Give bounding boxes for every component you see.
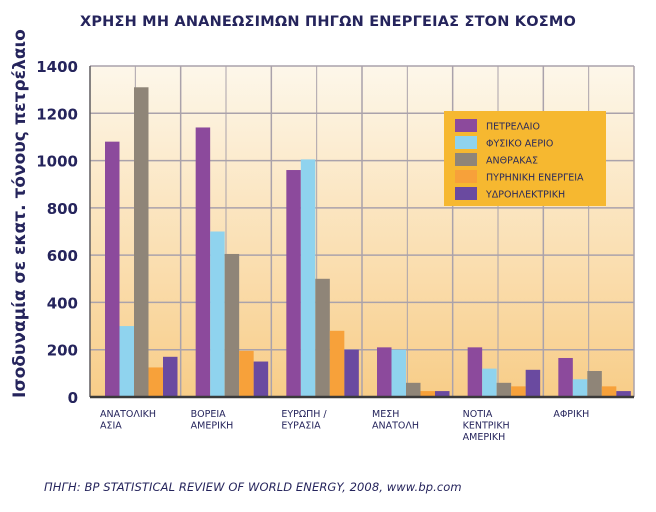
bar: [224, 253, 240, 397]
x-tick-label: ΑΜΕΡΙΚΗ: [463, 432, 506, 443]
x-tick-label: ΑΝΑΤΟΛΗ: [372, 421, 419, 432]
legend: ΠΕΤΡΕΛΑΙΟ ΦΥΣΙΚΟ ΑΕΡΙΟ ΑΝΘΡΑΚΑΣ ΠΥΡΗΝΙΚΗ ΕΝ…: [444, 111, 606, 206]
legend-label: ΦΥΣΙΚΟ ΑΕΡΙΟ: [486, 139, 553, 150]
y-tick-label: 400: [47, 294, 78, 312]
bar: [572, 379, 588, 397]
legend-label: ΥΔΡΟΗΛΕΚΤΡΙΚΗ: [485, 190, 565, 201]
bar: [148, 367, 163, 397]
x-tick-label: ΑΦΡΙΚΗ: [553, 409, 589, 420]
bar: [496, 382, 512, 397]
legend-swatch: [455, 119, 477, 132]
bar: [253, 361, 269, 397]
bar: [134, 87, 149, 398]
bar: [300, 159, 316, 397]
x-tick-label: ΚΕΝΤΡΙΚΗ: [463, 421, 510, 432]
legend-label: ΑΝΘΡΑΚΑΣ: [486, 156, 538, 167]
y-tick-labels: 0 200 400 600 800 1000 1200 1400: [36, 58, 78, 407]
y-tick-label: 1200: [36, 105, 78, 123]
y-tick-label: 200: [47, 342, 78, 360]
bar: [105, 141, 120, 397]
bar: [511, 386, 526, 397]
bar: [406, 382, 421, 397]
bar: [435, 391, 450, 397]
bar: [163, 356, 178, 397]
y-tick-label: 600: [47, 247, 78, 265]
x-tick-label: ΒΟΡΕΙΑ: [191, 409, 227, 420]
x-tick-label: ΜΕΣΗ: [372, 409, 399, 420]
bar: [210, 231, 225, 397]
y-tick-label: 0: [68, 389, 78, 407]
x-tick-label: ΝΟΤΙΑ: [463, 409, 493, 420]
legend-swatch: [455, 136, 477, 149]
x-tick-label: ΕΥΡΩΠΗ /: [281, 409, 327, 420]
bar: [587, 370, 602, 397]
bar: [195, 127, 211, 397]
bar: [286, 170, 301, 397]
legend-swatch: [455, 187, 477, 200]
source-note: ΠΗΓΗ: BP STATISTICAL REVIEW OF WORLD ENE…: [44, 480, 462, 494]
y-tick-label: 1400: [36, 58, 78, 76]
bar: [467, 347, 483, 397]
x-tick-label: ΑΣΙΑ: [100, 421, 122, 432]
bar: [239, 350, 254, 397]
bar: [601, 386, 617, 397]
bar: [482, 368, 497, 397]
bars: [105, 87, 631, 398]
y-tick-label: 1000: [36, 153, 78, 171]
bar: [344, 349, 359, 397]
legend-label: ΠΥΡΗΝΙΚΗ ΕΝΕΡΓΕΙΑ: [486, 173, 584, 184]
bar: [315, 278, 330, 397]
y-tick-label: 800: [47, 200, 78, 218]
legend-label: ΠΕΤΡΕΛΑΙΟ: [486, 122, 540, 133]
bar: [616, 391, 631, 397]
x-tick-label: ΕΥΡΑΣΙΑ: [281, 421, 321, 432]
chart-title: ΧΡΗΣΗ ΜΗ ΑΝΑΝΕΩΣΙΜΩΝ ΠΗΓΩΝ ΕΝΕΡΓΕΙΑΣ ΣΤΟ…: [79, 14, 577, 30]
legend-swatch: [455, 153, 477, 166]
bar: [391, 349, 406, 397]
x-tick-label: ΑΜΕΡΙΚΗ: [191, 421, 234, 432]
bar: [420, 391, 435, 397]
x-tick-label: ΑΝΑΤΟΛΙΚΗ: [100, 409, 156, 420]
bar: [525, 369, 541, 397]
bar: [119, 326, 134, 397]
legend-swatch: [455, 170, 477, 183]
bar: [329, 330, 345, 397]
bar: [377, 347, 392, 397]
bar: [558, 357, 573, 397]
